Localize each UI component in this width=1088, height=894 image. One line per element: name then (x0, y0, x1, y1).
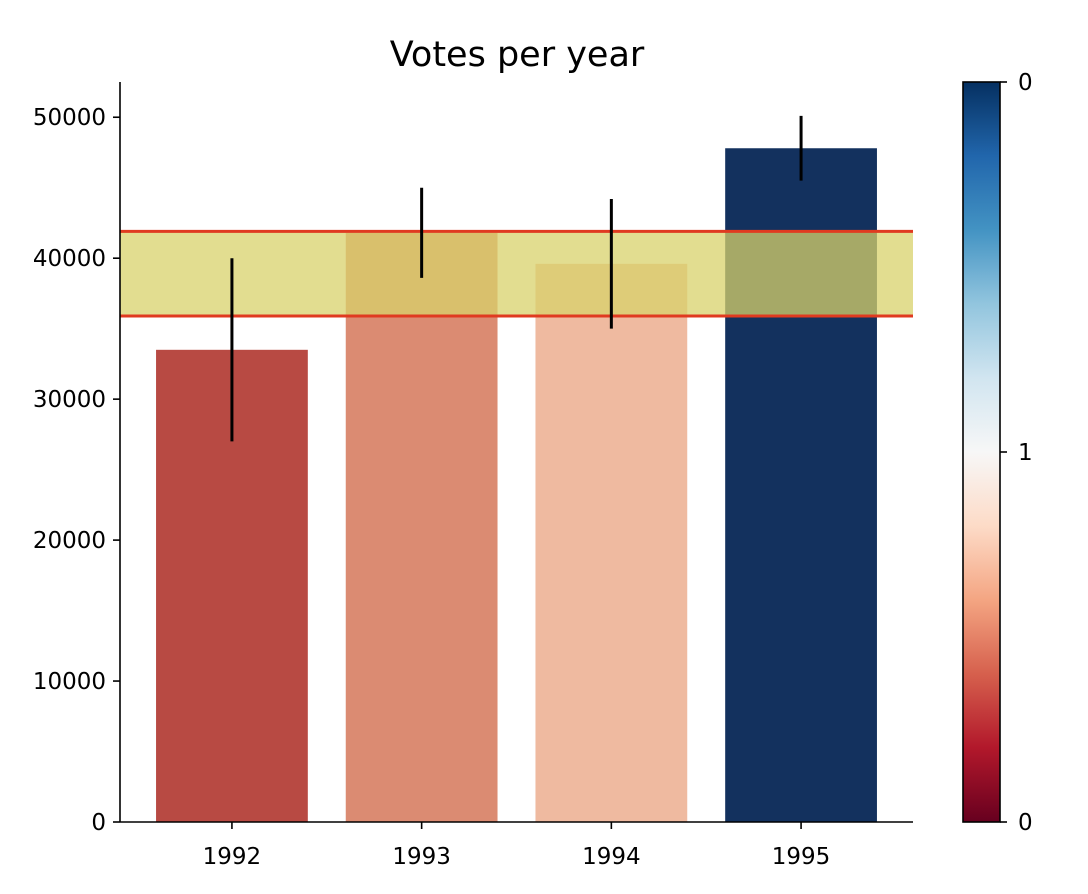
colorbar-tick-label: 0 (1018, 70, 1033, 96)
colorbar-tick-label: 1 (1018, 440, 1033, 466)
y-tick-label: 20000 (33, 528, 106, 554)
bar-1994 (535, 263, 688, 822)
bar-1993 (345, 232, 498, 823)
axes-layer: 0 10000 20000 30000 40000 50000 1992 1993 1994 19… (33, 82, 913, 870)
y-tick-label: 30000 (33, 387, 106, 413)
y-tick-label: 10000 (33, 669, 106, 695)
y-tick-label: 50000 (33, 105, 106, 131)
x-tick-label: 1995 (772, 844, 831, 870)
y-tick-label: 0 (91, 810, 106, 836)
x-tick-label: 1994 (582, 844, 641, 870)
chart-title: Votes per year (390, 35, 645, 75)
error-bars-layer (230, 115, 803, 442)
range-band (120, 231, 913, 316)
x-tick-label: 1992 (203, 844, 262, 870)
colorbar-tick-label: 0 (1018, 810, 1033, 836)
band-layer (120, 229, 913, 318)
colorbar: 0 1 0 (962, 70, 1033, 836)
colorbar-gradient (962, 81, 1001, 823)
x-tick-label: 1993 (392, 844, 451, 870)
y-tick-label: 40000 (33, 246, 106, 272)
